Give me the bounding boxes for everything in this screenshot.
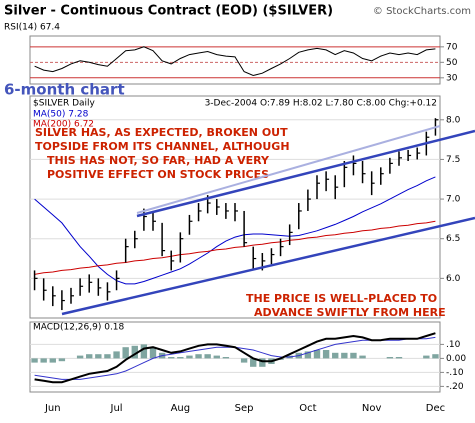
histogram-bar — [131, 345, 138, 359]
histogram-bar — [49, 358, 56, 363]
panel-title: $SILVER Daily — [33, 99, 96, 109]
histogram-bar — [168, 357, 175, 359]
annotation: SILVER HAS, AS EXPECTED, BROKEN OUT — [35, 126, 288, 139]
histogram-bar — [423, 355, 430, 359]
histogram-bar — [122, 347, 129, 359]
y-tick-label: 6.0 — [446, 274, 461, 284]
histogram-bar — [313, 350, 321, 359]
histogram-bar — [76, 355, 84, 359]
histogram-bar — [140, 344, 148, 359]
rsi-line — [34, 46, 436, 77]
chart-title: Silver - Continuous Contract (EOD) ($SIL… — [4, 4, 333, 19]
moving-average — [34, 220, 436, 275]
y-tick-label: 30 — [446, 73, 458, 83]
y-tick-label: -.20 — [446, 382, 464, 392]
histogram-bar — [386, 357, 394, 359]
histogram-bar — [240, 358, 248, 363]
y-tick-label: 50 — [446, 58, 458, 68]
trend-line — [136, 125, 441, 214]
histogram-bar — [250, 358, 257, 367]
y-tick-label: 6.5 — [446, 234, 460, 244]
annotation: ADVANCE SWIFTLY FROM HERE — [254, 306, 446, 319]
y-tick-label: 7.0 — [446, 195, 461, 205]
legend-label: MA(200) 6.72 — [33, 120, 94, 130]
source: © StockCharts.com — [373, 6, 471, 17]
histogram-bar — [350, 352, 357, 359]
histogram-bar — [95, 354, 102, 359]
histogram-bar — [322, 350, 330, 359]
histogram-bar — [395, 357, 403, 359]
histogram-bar — [86, 354, 93, 359]
channel-lines — [61, 125, 475, 316]
annotation: POSITIVE EFFECT ON STOCK PRICES — [47, 168, 269, 181]
moving-average — [34, 176, 436, 285]
histogram-bar — [149, 347, 157, 359]
histogram-bar — [213, 355, 220, 359]
y-tick-label: 8.0 — [446, 115, 461, 125]
panel-title: MACD(12,26,9) 0.18 — [33, 323, 125, 333]
histogram-bar — [104, 354, 111, 359]
histogram-bar — [31, 358, 38, 363]
y-tick-label: 0.00 — [446, 354, 466, 364]
rsi-panel — [29, 35, 441, 85]
y-tick-label: 70 — [446, 42, 458, 52]
x-tick-label: Oct — [299, 403, 316, 414]
x-tick-label: Dec — [426, 403, 445, 414]
histogram-bar — [359, 355, 366, 359]
note: 6-month chart — [4, 81, 125, 99]
histogram-bar — [222, 357, 230, 359]
histogram-bar — [195, 354, 202, 359]
y-tick-label: .10 — [446, 340, 461, 350]
x-tick-label: Aug — [171, 403, 191, 414]
histogram-bar — [432, 354, 439, 359]
trend-line — [61, 216, 475, 316]
histogram-bar — [204, 354, 211, 359]
x-tick-label: Sep — [235, 403, 254, 414]
legend-label: MA(50) 7.28 — [33, 110, 89, 120]
annotation: THIS HAS NOT, SO FAR, HAD A VERY — [47, 154, 270, 167]
macd-line — [34, 332, 436, 384]
histogram-bar — [259, 358, 266, 367]
histogram-bar — [332, 352, 339, 359]
trend-line — [136, 129, 475, 218]
histogram-bar — [113, 351, 120, 359]
histogram-bar — [186, 355, 193, 359]
x-tick-label: Jun — [44, 403, 61, 414]
histogram-bar — [304, 351, 312, 359]
x-tick-label: Nov — [362, 403, 382, 414]
annotation: TOPSIDE FROM ITS CHANNEL, ALTHOUGH — [35, 140, 290, 153]
histogram-bar — [341, 352, 348, 359]
subtitle: 3-Dec-2004 O:7.89 H:8.02 L:7.80 C:8.00 C… — [205, 99, 437, 109]
histogram-bar — [40, 358, 47, 363]
annotation: THE PRICE IS WELL-PLACED TO — [246, 292, 437, 305]
panel-title: RSI(14) 67.4 — [4, 23, 60, 33]
y-tick-label: -.10 — [446, 368, 464, 378]
histogram-bar — [177, 357, 184, 359]
histogram-bar — [58, 358, 66, 362]
x-tick-label: Jul — [110, 403, 123, 414]
y-tick-label: 7.5 — [446, 155, 460, 165]
